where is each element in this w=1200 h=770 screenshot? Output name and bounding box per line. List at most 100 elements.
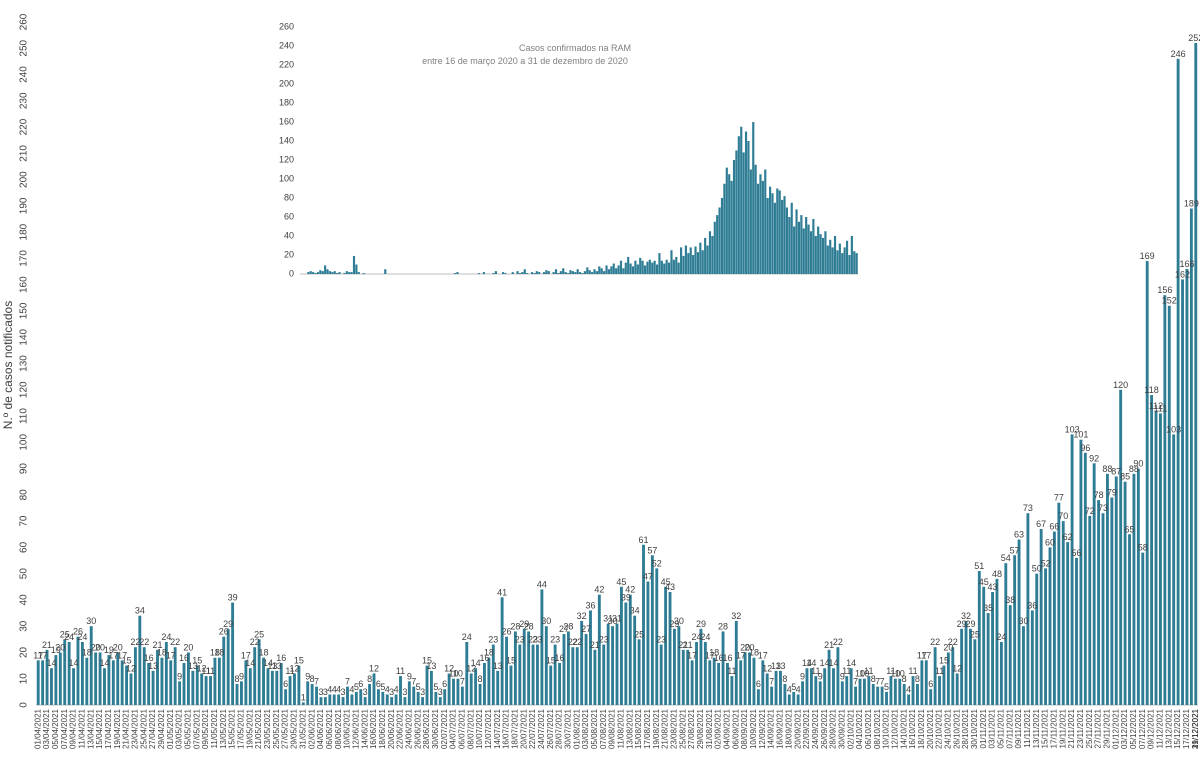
main-bar	[217, 657, 221, 705]
main-bar	[558, 662, 561, 705]
inset-bar	[841, 253, 844, 274]
main-data-label: 26	[73, 627, 83, 637]
main-y-tick-label: 0	[19, 702, 30, 708]
main-data-label: 23	[532, 635, 542, 645]
main-data-label: 11	[842, 666, 851, 676]
main-bar	[72, 668, 75, 705]
inset-bar	[713, 221, 716, 274]
main-bar	[1075, 557, 1078, 705]
main-bar	[169, 660, 173, 705]
main-bar	[478, 683, 482, 705]
main-bar	[222, 636, 226, 705]
main-data-label: 9	[239, 671, 244, 681]
main-data-label: 17	[166, 650, 176, 660]
main-bar	[359, 689, 363, 705]
inset-chart: 0 20 40 60 80 100 120 140 160 180 200 220 240 260 Cas…	[268, 18, 868, 280]
main-x-tick-label: 11/11/2021	[1023, 708, 1032, 747]
main-bar	[116, 652, 120, 705]
main-x-tick-label: 18/10/2021	[917, 708, 926, 749]
main-bar	[849, 668, 853, 705]
main-data-label: 15	[506, 656, 516, 666]
main-data-label: 8	[871, 674, 876, 684]
main-data-label: 22	[170, 637, 180, 647]
inset-bar	[328, 271, 332, 274]
main-x-tick-label: 29/05/2021	[290, 708, 299, 749]
main-x-tick-label: 13/05/2021	[219, 708, 228, 749]
main-data-label: 30	[86, 616, 96, 626]
main-x-tick-label: 23/04/2021	[131, 708, 140, 749]
main-bar	[173, 647, 177, 705]
inset-bar	[737, 136, 740, 274]
inset-bar	[694, 246, 697, 274]
main-bar	[297, 665, 301, 705]
inset-bar	[312, 272, 315, 274]
main-x-tick-label: 01/11/2021	[979, 708, 988, 748]
inset-bar	[557, 273, 560, 274]
main-data-label: 14	[846, 658, 856, 668]
main-data-label: 24	[996, 632, 1006, 642]
inset-bar	[807, 224, 810, 274]
main-x-tick-label: 13/08/2021	[625, 708, 634, 749]
inset-bar	[665, 259, 668, 274]
main-data-label: 7	[345, 677, 350, 687]
main-x-tick-label: 05/12/2021	[1129, 708, 1138, 749]
main-bar	[823, 668, 827, 705]
main-bar	[1114, 476, 1118, 705]
main-bar	[858, 678, 862, 705]
main-y-tick-label: 230	[19, 92, 30, 109]
inset-bar	[826, 245, 829, 274]
inset-bar	[622, 268, 625, 274]
main-bar	[94, 652, 98, 705]
main-bar	[977, 571, 981, 705]
main-y-tick-label: 80	[19, 489, 30, 501]
main-x-tick-label: 30/10/2021	[970, 708, 979, 749]
main-data-label: 45	[661, 577, 671, 587]
main-bar	[452, 678, 455, 705]
inset-bar	[516, 271, 519, 274]
main-bar	[673, 628, 676, 705]
inset-bar	[670, 250, 673, 274]
main-data-label: 13	[426, 661, 436, 671]
main-bar	[279, 662, 283, 705]
main-bar	[792, 691, 796, 705]
main-data-label: 17	[38, 650, 48, 660]
main-y-tick-label: 240	[19, 66, 30, 83]
inset-bar	[571, 271, 574, 274]
main-bar	[765, 673, 769, 705]
main-bar	[195, 665, 199, 705]
inset-y-tick-label: 120	[279, 154, 294, 164]
main-x-tick-label: 28/07/2021	[555, 708, 564, 749]
main-data-label: 9	[800, 671, 805, 681]
main-bar	[425, 665, 429, 705]
main-bar	[593, 649, 597, 705]
inset-bar	[564, 272, 567, 274]
inset-bar	[684, 245, 687, 274]
inset-bar	[819, 234, 822, 274]
main-y-tick-label: 260	[19, 13, 30, 30]
inset-bar	[343, 273, 346, 274]
main-bar	[611, 626, 615, 705]
main-data-label: 57	[1010, 545, 1020, 555]
main-x-tick-label: 08/07/2021	[466, 708, 475, 749]
main-bar	[350, 694, 354, 705]
main-data-label: 15	[122, 656, 132, 666]
main-data-label: 13	[272, 661, 282, 671]
main-bar	[624, 602, 628, 705]
main-x-tick-label: 06/10/2021	[864, 708, 873, 749]
inset-bar	[769, 186, 772, 274]
inset-bar	[631, 266, 635, 274]
main-bar	[403, 697, 407, 705]
main-data-label: 11	[811, 666, 820, 676]
main-data-label: 10	[855, 669, 865, 679]
main-bar	[385, 694, 389, 705]
main-y-tick-label: 100	[19, 434, 30, 451]
main-bar	[412, 686, 416, 705]
inset-bar	[800, 215, 803, 274]
main-data-label: 25	[634, 629, 644, 639]
main-data-label: 10	[895, 669, 905, 679]
main-data-label: 20	[91, 642, 101, 652]
main-x-tick-label: 16/10/2021	[908, 708, 917, 749]
main-data-label: 6	[358, 679, 363, 689]
main-data-label: 12	[952, 663, 962, 673]
main-data-label: 11	[727, 666, 736, 676]
